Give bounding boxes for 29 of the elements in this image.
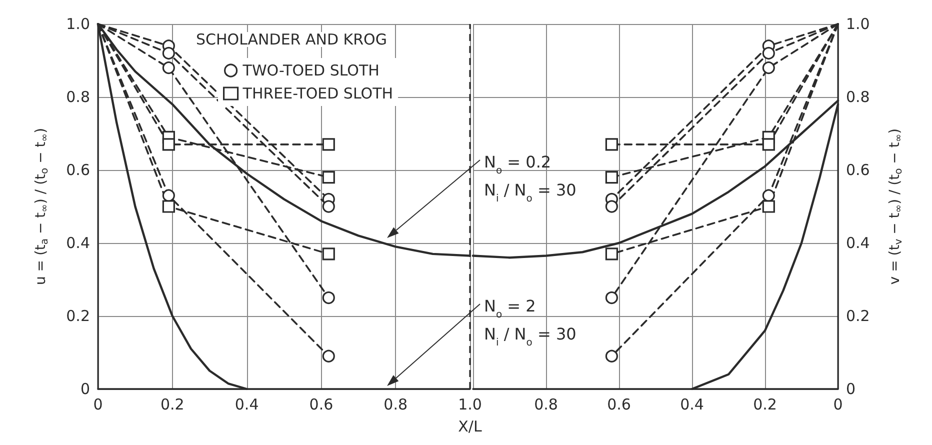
x-tick-label: 0.6 <box>607 396 631 414</box>
y2-tick-label: 1.0 <box>846 15 870 33</box>
y-tick-label: 0 <box>80 380 90 398</box>
x-tick-label: 0.2 <box>753 396 777 414</box>
x-tick-label: 0.8 <box>534 396 558 414</box>
x-tick-label: 0 <box>833 396 843 414</box>
legend-label: TWO-TOED SLOTH <box>242 62 380 80</box>
x-tick-label: 0.4 <box>680 396 704 414</box>
x-tick-label: 0.4 <box>234 396 259 414</box>
x-axis-title: X/L <box>458 418 482 436</box>
text: u = (ta − t∞) / (to − t∞) <box>33 128 50 286</box>
legend-title: SCHOLANDER AND KROG <box>196 30 387 48</box>
y2-tick-label: 0.2 <box>846 307 870 325</box>
y-tick-label: 0.8 <box>66 88 90 106</box>
x-tick-label: 1.0 <box>458 396 482 414</box>
y-tick-label: 0.4 <box>66 234 90 252</box>
y2-tick-label: 0.6 <box>846 161 870 179</box>
x-tick-label: 0.2 <box>160 396 184 414</box>
y-tick-label: 0.6 <box>66 161 90 179</box>
y-tick-label: 1.0 <box>66 15 90 33</box>
x-tick-label: 0.6 <box>309 396 334 414</box>
legend-label: THREE-TOED SLOTH <box>242 84 394 102</box>
y-tick-label: 0.2 <box>66 307 90 325</box>
y2-tick-label: 0.4 <box>846 234 870 252</box>
text: v = (tv − t∞) / (to − t∞) <box>887 128 904 285</box>
x-tick-label: 0 <box>93 396 103 414</box>
y2-tick-label: 0.8 <box>846 88 870 106</box>
x-tick-label: 0.8 <box>384 396 408 414</box>
y2-tick-label: 0 <box>846 380 856 398</box>
